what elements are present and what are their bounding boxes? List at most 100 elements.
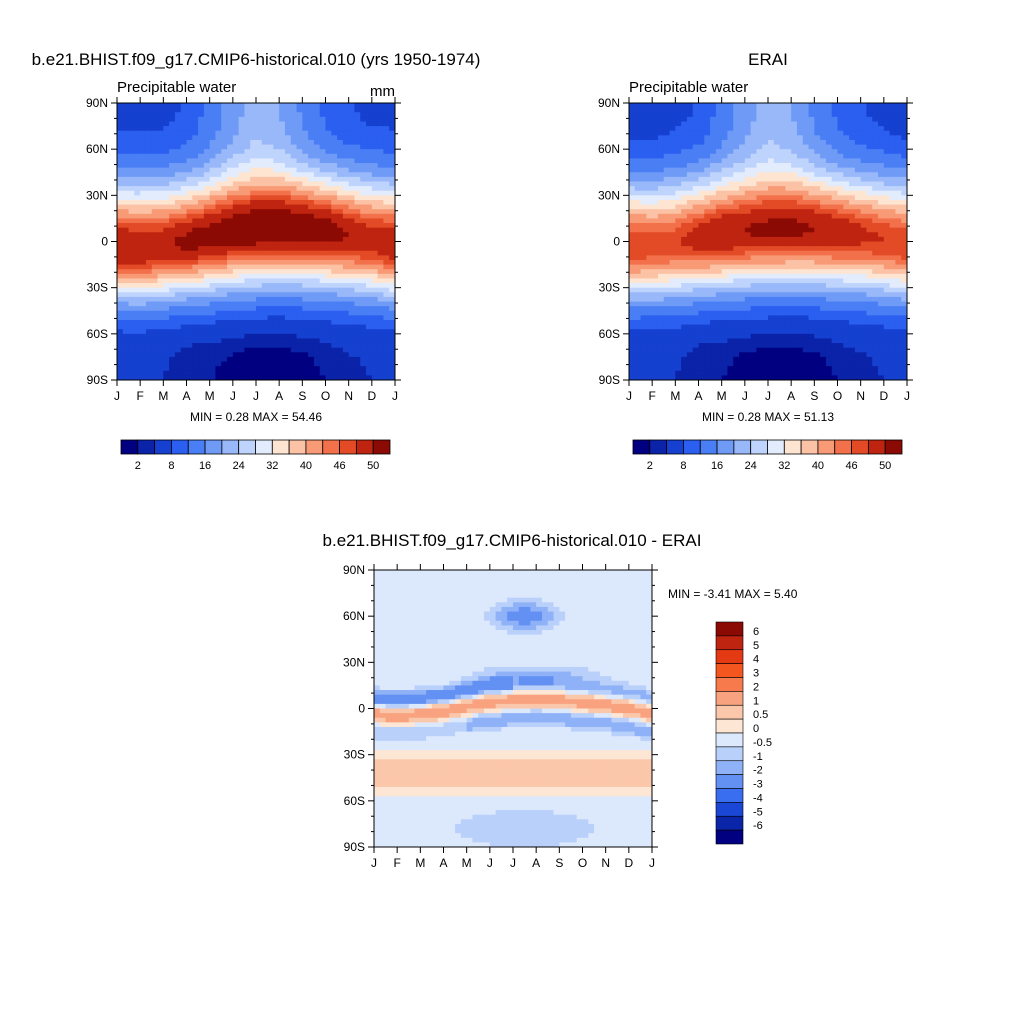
heatmap-cell — [180, 375, 188, 380]
heatmap-cell — [681, 223, 688, 229]
heatmap-cell — [371, 232, 379, 238]
heatmap-cell — [762, 103, 769, 109]
heatmap-cell — [808, 250, 815, 256]
heatmap-cell — [180, 153, 188, 159]
heatmap-cell — [198, 278, 205, 284]
heatmap-cell — [802, 112, 810, 118]
heatmap-cell — [134, 356, 141, 363]
heatmap-cell — [715, 333, 723, 340]
heatmap-cell — [669, 126, 676, 132]
heatmap-cell — [261, 103, 269, 109]
heatmap-cell — [331, 255, 338, 261]
heatmap-cell — [169, 199, 176, 206]
heatmap-cell — [192, 199, 199, 206]
heatmap-cell — [151, 259, 159, 266]
heatmap-cell — [669, 241, 676, 247]
heatmap-cell — [739, 181, 746, 187]
heatmap-cell — [377, 259, 385, 266]
heatmap-cell — [768, 181, 775, 187]
heatmap-cell — [762, 283, 769, 289]
heatmap-cell — [383, 259, 390, 266]
heatmap-cell — [250, 181, 257, 187]
heatmap-cell — [366, 232, 373, 238]
heatmap-cell — [256, 319, 263, 326]
heatmap-cell — [151, 333, 159, 340]
heatmap-cell — [773, 333, 781, 340]
heatmap-cell — [319, 204, 327, 210]
heatmap-cell — [768, 163, 775, 169]
heatmap-cell — [768, 315, 775, 321]
heatmap-cell — [756, 250, 763, 256]
heatmap-cell — [692, 167, 700, 173]
heatmap-cell — [814, 204, 821, 210]
heatmap-cell — [267, 315, 274, 321]
heatmap-cell — [814, 149, 821, 155]
heatmap-cell — [192, 227, 199, 233]
heatmap-cell — [203, 126, 211, 132]
heatmap-cell — [151, 366, 159, 372]
heatmap-cell — [198, 343, 205, 349]
heatmap-cell — [663, 375, 671, 380]
heatmap-cell — [163, 186, 170, 192]
heatmap-cell — [646, 301, 653, 307]
heatmap-cell — [371, 306, 379, 312]
heatmap-cell — [814, 218, 821, 224]
heatmap-cell — [773, 370, 781, 376]
heatmap-cell — [128, 329, 135, 335]
heatmap-cell — [744, 366, 752, 372]
heatmap-cell — [284, 209, 292, 215]
heatmap-cell — [377, 329, 385, 335]
heatmap-cell — [715, 213, 723, 220]
heatmap-cell — [221, 241, 228, 247]
heatmap-cell — [756, 223, 763, 229]
heatmap-cell — [151, 144, 159, 150]
heatmap-cell — [348, 190, 356, 196]
heatmap-cell — [279, 227, 286, 233]
heatmap-cell — [261, 126, 269, 132]
heatmap-cell — [389, 218, 395, 224]
heatmap-cell — [256, 163, 263, 169]
heatmap-cell — [721, 190, 729, 196]
heatmap-cell — [302, 116, 309, 123]
heatmap-cell — [733, 176, 740, 183]
heatmap-cell — [302, 227, 309, 233]
heatmap-cell — [366, 333, 373, 340]
heatmap-cell — [814, 329, 821, 335]
heatmap-cell — [354, 278, 361, 284]
heatmap-cell — [377, 209, 385, 215]
heatmap-cell — [284, 283, 292, 289]
heatmap-cell — [371, 329, 379, 335]
heatmap-cell — [785, 306, 792, 312]
heatmap-cell — [808, 269, 815, 275]
heatmap-cell — [727, 144, 734, 150]
heatmap-cell — [675, 283, 682, 289]
heatmap-cell — [145, 241, 153, 247]
heatmap-cell — [319, 292, 327, 298]
heatmap-cell — [657, 218, 665, 224]
heatmap-cell — [768, 250, 775, 256]
heatmap-cell — [227, 116, 234, 123]
heatmap-cell — [238, 241, 246, 247]
heatmap-cell — [634, 292, 642, 298]
heatmap-cell — [698, 121, 705, 127]
heatmap-cell — [360, 324, 367, 330]
heatmap-cell — [313, 116, 321, 123]
heatmap-cell — [227, 347, 234, 353]
heatmap-cell — [377, 347, 385, 353]
heatmap-cell — [657, 158, 665, 164]
heatmap-cell — [284, 181, 292, 187]
heatmap-cell — [313, 163, 321, 169]
heatmap-cell — [629, 172, 636, 178]
heatmap-cell — [669, 269, 676, 275]
heatmap-cell — [808, 292, 815, 298]
heatmap-cell — [366, 246, 373, 252]
heatmap-cell — [785, 269, 792, 275]
heatmap-cell — [634, 116, 642, 123]
heatmap-cell — [657, 296, 665, 303]
heatmap-cell — [371, 176, 379, 183]
heatmap-cell — [256, 103, 263, 109]
heatmap-cell — [140, 264, 147, 270]
heatmap-cell — [360, 269, 367, 275]
heatmap-cell — [284, 116, 292, 123]
heatmap-cell — [145, 163, 153, 169]
